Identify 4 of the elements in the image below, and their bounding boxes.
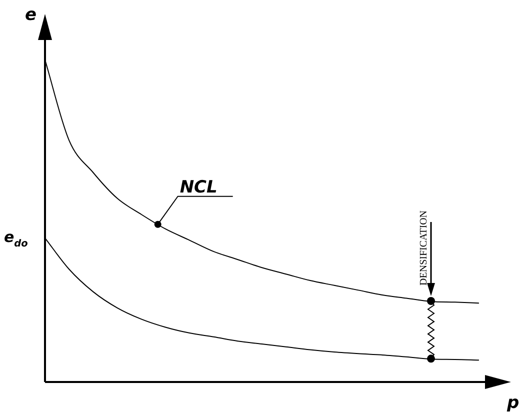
annotation: NCL [180, 177, 218, 198]
y-axis-title: e [25, 5, 37, 25]
annotation: DENSIFICATION [418, 210, 430, 286]
x-axis-title: p [506, 393, 520, 413]
